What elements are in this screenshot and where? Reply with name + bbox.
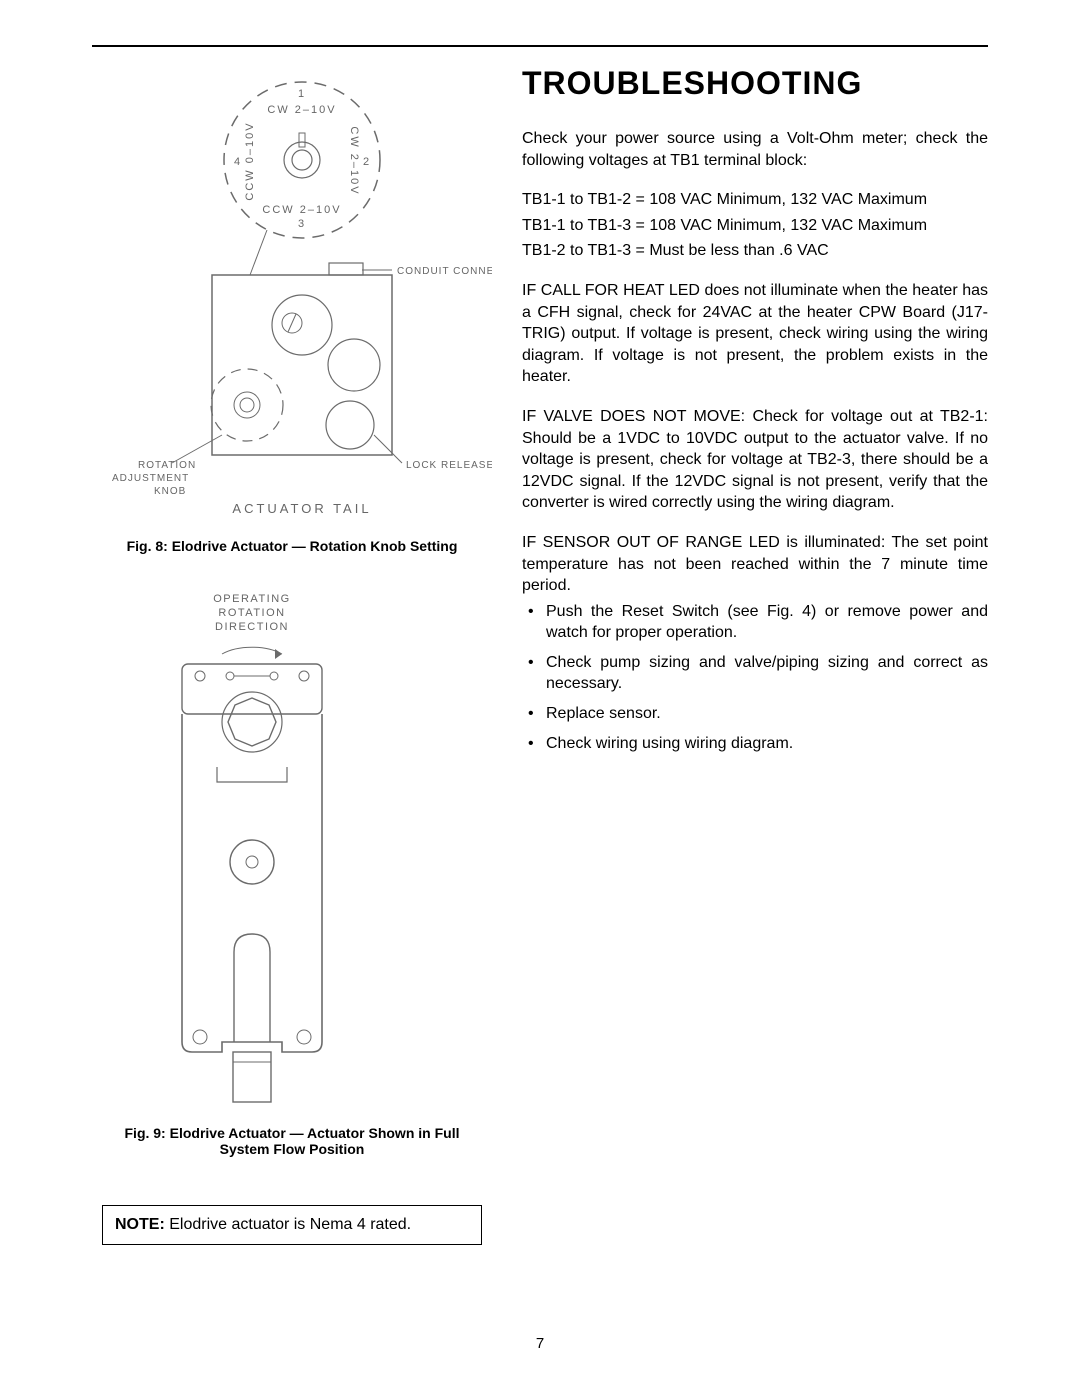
fig9-caption: Fig. 9: Elodrive Actuator — Actuator Sho… (122, 1125, 462, 1157)
fig9-diagram: OPERATING ROTATION DIRECTION (122, 572, 382, 1112)
right-column: TROUBLESHOOTING Check your power source … (522, 65, 988, 1317)
top-rule (92, 45, 988, 47)
lbl-left: CCW 0–10V (244, 121, 256, 200)
pos-1: 1 (298, 88, 306, 100)
lbl-rot2: ADJUSTMENT (112, 473, 189, 484)
note-text: Elodrive actuator is Nema 4 rated. (165, 1216, 411, 1233)
lbl-bottom: CCW 2–10V (262, 204, 341, 216)
fig8-diagram: 1 2 3 4 CW 2–10V CCW 2–10V CW 2–10V CCW … (92, 65, 492, 525)
lbl-conduit: CONDUIT CONNECTION (397, 266, 492, 277)
figure-9: OPERATING ROTATION DIRECTION Fig. 9: Elo… (122, 572, 462, 1157)
lbl-rot1: ROTATION (138, 460, 196, 471)
pos-2: 2 (363, 156, 371, 168)
ts-v1: TB1-1 to TB1-2 = 108 VAC Minimum, 132 VA… (522, 189, 988, 211)
ts-cfh: IF CALL FOR HEAT LED does not illuminate… (522, 280, 988, 388)
fig8-caption: Fig. 8: Elodrive Actuator — Rotation Kno… (92, 538, 492, 554)
content-area: 1 2 3 4 CW 2–10V CCW 2–10V CW 2–10V CCW … (92, 65, 988, 1317)
op2: ROTATION (218, 607, 285, 619)
left-column: 1 2 3 4 CW 2–10V CCW 2–10V CW 2–10V CCW … (92, 65, 492, 1317)
figure-8: 1 2 3 4 CW 2–10V CCW 2–10V CW 2–10V CCW … (92, 65, 492, 554)
op1: OPERATING (213, 593, 290, 605)
lbl-rot3: KNOB (154, 486, 186, 497)
ts-sensor: IF SENSOR OUT OF RANGE LED is illuminate… (522, 532, 988, 597)
ts-v3: TB1-2 to TB1-3 = Must be less than .6 VA… (522, 240, 988, 262)
troubleshooting-heading: TROUBLESHOOTING (522, 65, 988, 102)
bullet-1: Push the Reset Switch (see Fig. 4) or re… (522, 601, 988, 644)
lbl-right: CW 2–10V (348, 126, 360, 195)
op3: DIRECTION (215, 621, 289, 633)
note-label: NOTE: (115, 1216, 165, 1233)
page-number: 7 (0, 1335, 1080, 1352)
bullet-2: Check pump sizing and valve/piping sizin… (522, 652, 988, 695)
lbl-lock: LOCK RELEASE (406, 460, 492, 471)
ts-valve: IF VALVE DOES NOT MOVE: Check for voltag… (522, 406, 988, 514)
lbl-top: CW 2–10V (267, 104, 336, 116)
note-box: NOTE: Elodrive actuator is Nema 4 rated. (102, 1205, 482, 1245)
lbl-tail: ACTUATOR TAIL (232, 501, 371, 516)
bullet-4: Check wiring using wiring diagram. (522, 733, 988, 755)
pos-4: 4 (234, 156, 242, 168)
bullet-3: Replace sensor. (522, 703, 988, 725)
ts-v2: TB1-1 to TB1-3 = 108 VAC Minimum, 132 VA… (522, 215, 988, 237)
ts-bullets: Push the Reset Switch (see Fig. 4) or re… (522, 601, 988, 755)
pos-3: 3 (298, 218, 306, 230)
ts-intro: Check your power source using a Volt-Ohm… (522, 128, 988, 171)
